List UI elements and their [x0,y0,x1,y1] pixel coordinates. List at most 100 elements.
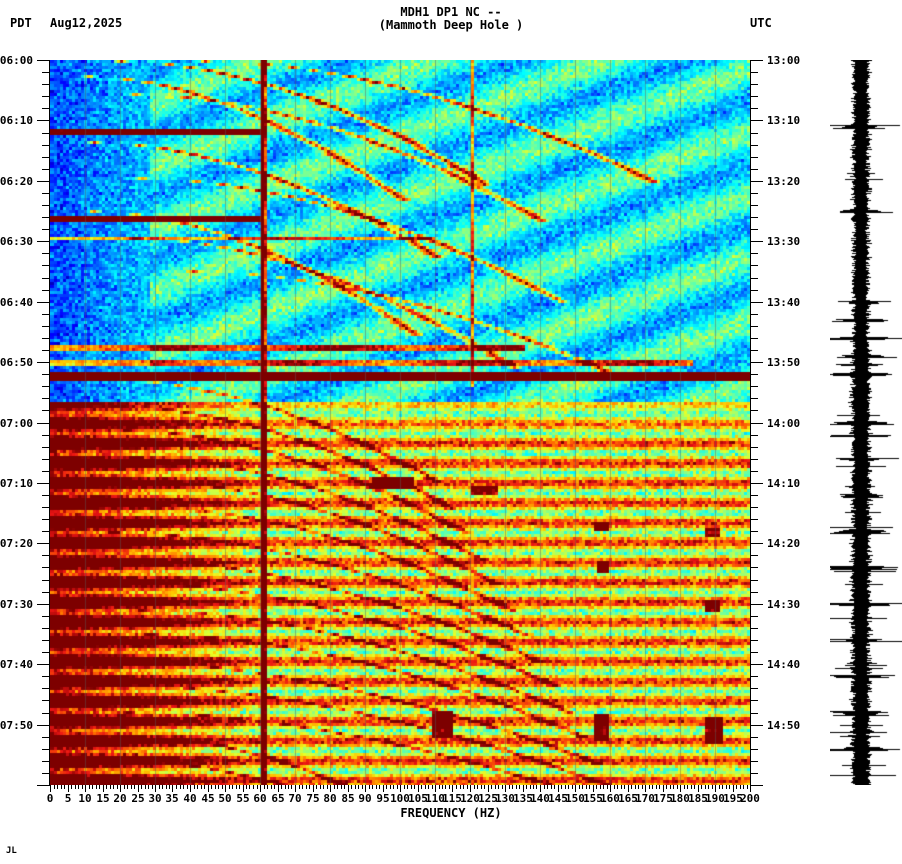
frequency-tick [285,785,286,789]
frequency-tick [558,785,559,792]
frequency-tick [596,785,597,789]
minor-tick [750,72,758,73]
minor-tick [42,72,50,73]
frequency-tick [194,785,195,789]
frequency-tick [470,785,471,792]
frequency-tick [260,785,261,792]
frequency-tick [505,785,506,792]
minor-tick [750,471,758,472]
frequency-tick-label: 115 [442,792,462,805]
frequency-tick [249,785,250,789]
minor-tick [750,435,758,436]
station-title: MDH1 DP1 NC -- [400,5,502,19]
frequency-tick [442,785,443,789]
time-tick-label: 06:20 [0,175,33,188]
time-tick-label: 06:30 [0,235,33,248]
frequency-tick [208,785,209,792]
minor-tick [750,265,758,266]
frequency-tick [341,785,342,789]
frequency-tick-label: 105 [408,792,428,805]
minor-tick [750,507,758,508]
time-axis-pdt: 06:00 06:10 06:20 06:30 06:40 06:50 07:00 07:10… [0,55,50,786]
frequency-tick-label: 90 [358,792,372,805]
frequency-tick [484,785,485,789]
frequency-tick [330,785,331,792]
minor-tick [42,193,50,194]
seismic-waveform-canvas [830,60,902,785]
frequency-tick [425,785,426,789]
time-tick-label: 14:30 [767,598,801,611]
time-axis-utc: 13:00 13:10 13:20 13:30 13:40 13:50 14:00 14:10… [750,55,830,786]
time-tick-label: 06:10 [0,114,33,127]
frequency-tick [568,785,569,789]
minor-tick [42,278,50,279]
seismic-waveform-panel[interactable] [830,60,902,785]
major-tick [37,181,50,182]
axis-spine-right [750,60,751,785]
minor-tick [750,555,758,556]
frequency-tick [267,785,268,789]
time-tick-label: 07:10 [0,477,33,490]
frequency-tick-label: 50 [218,792,232,805]
frequency-tick [474,785,475,789]
frequency-tick [61,785,62,789]
frequency-tick [467,785,468,789]
frequency-tick [432,785,433,789]
frequency-tick [180,785,181,789]
frequency-tick-label: 15 [96,792,110,805]
frequency-tick [236,785,237,789]
frequency-tick [666,785,667,789]
frequency-tick [299,785,300,789]
major-tick [37,60,50,61]
frequency-tick [642,785,643,789]
frequency-tick [131,785,132,789]
spectrogram-plot[interactable] [50,60,750,785]
minor-tick [750,229,758,230]
frequency-tick [439,785,440,789]
minor-tick [750,145,758,146]
frequency-tick-label: 200 [740,792,760,805]
frequency-tick [271,785,272,789]
frequency-tick-label: 85 [341,792,355,805]
minor-tick [42,169,50,170]
frequency-tick [201,785,202,789]
minor-tick [42,688,50,689]
frequency-tick [694,785,695,789]
frequency-tick [614,785,615,789]
frequency-tick [257,785,258,789]
minor-tick [42,628,50,629]
frequency-tick-label: 100 [390,792,410,805]
frequency-tick-label: 155 [583,792,603,805]
minor-tick [750,217,758,218]
minor-tick [42,495,50,496]
minor-tick [750,350,758,351]
frequency-tick [617,785,618,789]
frequency-tick [99,785,100,789]
frequency-tick [582,785,583,789]
time-tick-label: 06:50 [0,356,33,369]
minor-tick [42,265,50,266]
frequency-tick [376,785,377,789]
frequency-tick [344,785,345,789]
date-label: Aug12,2025 [50,16,123,30]
frequency-tick [323,785,324,789]
minor-tick [42,616,50,617]
major-tick [750,664,763,665]
frequency-tick [740,785,741,789]
time-tick-label: 07:50 [0,719,33,732]
frequency-tick [456,785,457,789]
frequency-tick [148,785,149,789]
major-tick [37,785,50,786]
minor-tick [750,398,758,399]
frequency-tick [589,785,590,789]
minor-tick [42,773,50,774]
frequency-tick [495,785,496,789]
frequency-tick [64,785,65,789]
frequency-tick [85,785,86,792]
frequency-tick [92,785,93,789]
frequency-tick-label: 140 [530,792,550,805]
time-tick-label: 07:00 [0,417,33,430]
frequency-tick [397,785,398,789]
minor-tick [750,652,758,653]
frequency-tick [306,785,307,789]
